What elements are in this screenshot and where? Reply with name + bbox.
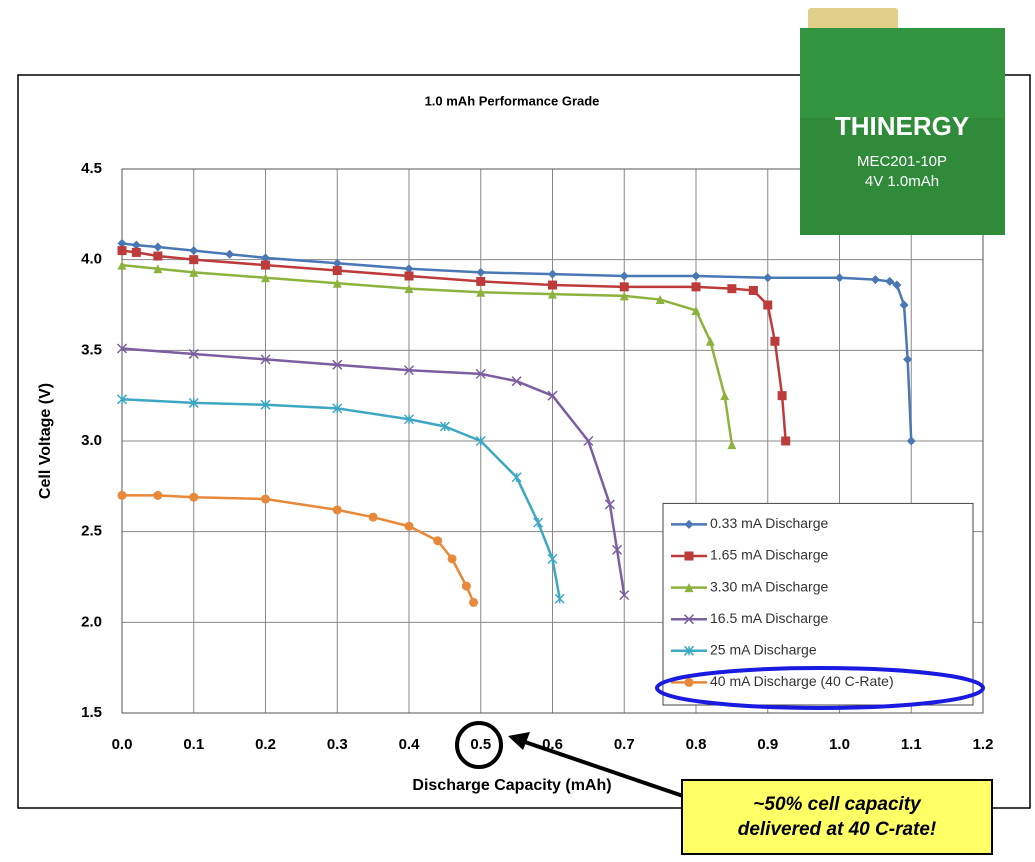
x-axis-title: Discharge Capacity (mAh) <box>412 777 611 794</box>
marker <box>333 505 342 514</box>
marker <box>469 598 478 607</box>
battery-badge: THINERGY MEC201-10P 4V 1.0mAh <box>800 8 1005 235</box>
legend-label: 1.65 mA Discharge <box>710 547 828 563</box>
marker <box>369 513 378 522</box>
legend-label: 16.5 mA Discharge <box>710 610 828 626</box>
marker <box>153 491 162 500</box>
legend-label: 40 mA Discharge (40 C-Rate) <box>710 673 894 689</box>
marker <box>685 552 694 561</box>
y-tick-label: 4.5 <box>81 160 102 177</box>
battery-shine <box>800 28 1005 118</box>
marker <box>118 491 127 500</box>
battery-tab <box>808 8 898 30</box>
marker <box>433 536 442 545</box>
marker <box>153 252 162 261</box>
y-tick-label: 3.5 <box>81 341 102 358</box>
x-tick-label: 0.5 <box>470 736 491 753</box>
x-tick-label: 0.0 <box>112 736 133 753</box>
battery-brand: THINERGY <box>835 111 969 141</box>
x-tick-label: 1.2 <box>973 736 994 753</box>
x-tick-label: 0.7 <box>614 736 635 753</box>
chart-title: 1.0 mAh Performance Grade <box>425 93 600 108</box>
x-tick-label: 0.8 <box>686 736 707 753</box>
marker <box>261 261 270 270</box>
y-tick-label: 4.0 <box>81 251 102 268</box>
x-tick-label: 1.0 <box>829 736 850 753</box>
legend-label: 25 mA Discharge <box>710 642 817 658</box>
x-tick-label: 0.3 <box>327 736 348 753</box>
marker <box>476 277 485 286</box>
x-tick-label: 1.1 <box>901 736 922 753</box>
page: 1.0 mAh Performance Grade Discharge Capa… <box>0 0 1035 862</box>
marker <box>692 282 701 291</box>
battery-rating: 4V 1.0mAh <box>865 173 939 190</box>
marker <box>405 522 414 531</box>
marker <box>781 437 790 446</box>
battery-model: MEC201-10P <box>857 153 947 170</box>
legend-label: 0.33 mA Discharge <box>710 515 828 531</box>
y-tick-label: 2.0 <box>81 613 102 630</box>
callout: ~50% cell capacity delivered at 40 C-rat… <box>681 779 993 855</box>
x-tick-label: 0.9 <box>757 736 778 753</box>
marker <box>462 582 471 591</box>
x-tick-label: 0.4 <box>399 736 421 753</box>
canvas: 1.0 mAh Performance Grade Discharge Capa… <box>0 0 1035 862</box>
marker <box>620 282 629 291</box>
marker <box>778 391 787 400</box>
marker <box>405 271 414 280</box>
marker <box>448 554 457 563</box>
x-tick-label: 0.1 <box>183 736 204 753</box>
chart: 1.0 mAh Performance Grade Discharge Capa… <box>0 0 1035 862</box>
marker <box>763 301 772 310</box>
marker <box>132 248 141 257</box>
marker <box>189 493 198 502</box>
marker <box>189 255 198 264</box>
y-tick-label: 1.5 <box>81 704 102 721</box>
y-tick-label: 3.0 <box>81 432 102 449</box>
y-axis-title: Cell Voltage (V) <box>37 383 54 499</box>
y-tick-label: 2.5 <box>81 523 102 540</box>
marker <box>727 284 736 293</box>
marker <box>685 678 694 687</box>
marker <box>333 266 342 275</box>
marker <box>548 281 557 290</box>
marker <box>770 337 779 346</box>
marker <box>118 246 127 255</box>
x-tick-label: 0.2 <box>255 736 276 753</box>
marker <box>261 495 270 504</box>
marker <box>749 286 758 295</box>
legend-label: 3.30 mA Discharge <box>710 578 828 594</box>
